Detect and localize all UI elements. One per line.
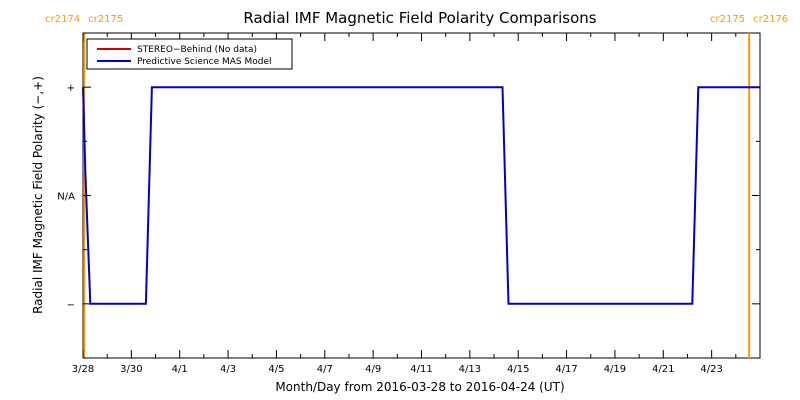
x-tick-label: 4/19 (604, 364, 626, 375)
x-tick-label: 4/15 (507, 364, 529, 375)
x-tick-label: 4/11 (410, 364, 432, 375)
chart-title: Radial IMF Magnetic Field Polarity Compa… (243, 9, 596, 27)
y-tick-label: N/A (57, 192, 75, 203)
x-tick-label: 4/21 (652, 364, 674, 375)
x-tick-label: 4/9 (365, 364, 381, 375)
x-tick-label: 4/17 (555, 364, 577, 375)
legend-box (86, 38, 293, 70)
cr-label-right: cr2176 (753, 14, 788, 25)
legend: STEREO−Behind (No data) Predictive Scien… (86, 38, 293, 70)
legend-label-stereo-behind: STEREO−Behind (No data) (137, 45, 257, 55)
series-line-1 (82, 86, 760, 305)
cr-label-left: cr2175 (710, 14, 745, 25)
cr-label-right: cr2175 (88, 14, 123, 25)
y-tick-label: + (67, 83, 75, 94)
y-axis-ticks: + N/A − (57, 32, 760, 359)
x-axis-ticks: 3/28 3/30 4/1 4/3 4/5 4/7 4/9 4/11 4/13 4/15 4/17 4… (72, 33, 761, 375)
x-tick-label: 4/3 (220, 364, 236, 375)
y-tick-label: − (67, 300, 75, 311)
x-tick-label: 4/7 (317, 364, 333, 375)
x-tick-label: 4/5 (268, 364, 284, 375)
x-tick-label: 4/13 (459, 364, 481, 375)
plot-frame (82, 32, 761, 359)
series-lines (82, 86, 760, 305)
x-tick-label: 3/30 (120, 364, 142, 375)
legend-label-mas-model: Predictive Science MAS Model (137, 57, 272, 67)
x-tick-label: 3/28 (72, 364, 94, 375)
x-axis-label: Month/Day from 2016-03-28 to 2016-04-24 … (275, 380, 564, 394)
x-tick-label: 4/1 (172, 364, 188, 375)
cr-label-left: cr2174 (45, 14, 80, 25)
y-axis-label: Radial IMF Magnetic Field Polarity (−,+) (31, 76, 45, 314)
x-tick-label: 4/23 (700, 364, 722, 375)
